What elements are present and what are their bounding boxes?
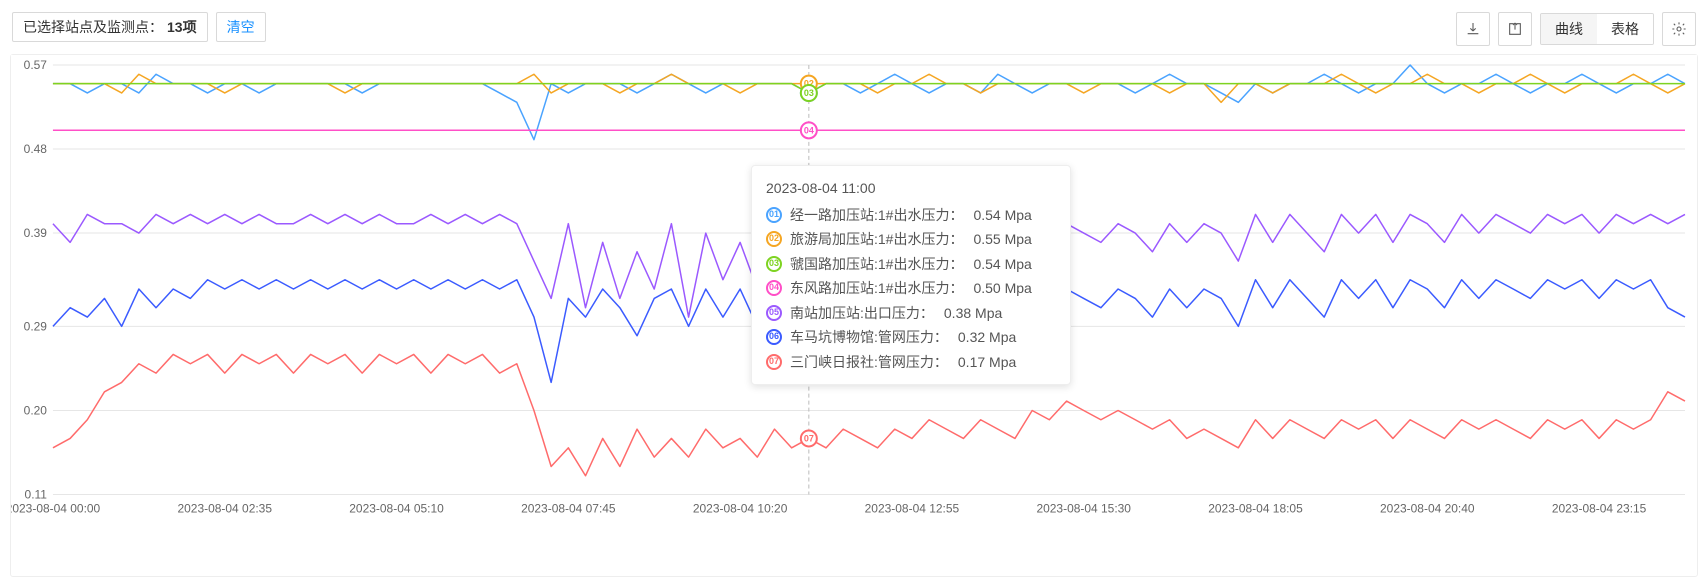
settings-button[interactable] [1662, 12, 1696, 46]
svg-text:0.48: 0.48 [24, 142, 48, 156]
tooltip-series-marker: 02 [766, 231, 782, 247]
download-button[interactable] [1456, 12, 1490, 46]
topbar-right: 曲线 表格 [1456, 12, 1696, 46]
svg-text:04: 04 [804, 125, 814, 135]
tooltip-series-name: 东风路加压站:1#出水压力： [790, 276, 963, 301]
tooltip-series-value: 0.17 Mpa [958, 350, 1016, 375]
svg-text:2023-08-04 15:30: 2023-08-04 15:30 [1036, 501, 1131, 515]
tooltip-series-name: 南站加压站:出口压力： [790, 301, 934, 326]
tooltip-row: 04 东风路加压站:1#出水压力： 0.50 Mpa [766, 276, 1056, 301]
tooltip-timestamp: 2023-08-04 11:00 [766, 176, 1056, 201]
tooltip-series-name: 三门峡日报社:管网压力： [790, 350, 948, 375]
selected-count: 13项 [167, 17, 197, 37]
tooltip-row: 02 旅游局加压站:1#出水压力： 0.55 Mpa [766, 227, 1056, 252]
svg-text:0.11: 0.11 [25, 487, 48, 501]
tooltip-series-marker: 01 [766, 207, 782, 223]
svg-text:2023-08-04 20:40: 2023-08-04 20:40 [1380, 501, 1475, 515]
tooltip-series-value: 0.54 Mpa [973, 203, 1031, 228]
tooltip-series-marker: 05 [766, 305, 782, 321]
tooltip-row: 07 三门峡日报社:管网压力： 0.17 Mpa [766, 350, 1056, 375]
svg-text:2023-08-04 18:05: 2023-08-04 18:05 [1208, 501, 1303, 515]
svg-text:07: 07 [804, 433, 814, 443]
tooltip-series-marker: 04 [766, 280, 782, 296]
gear-icon [1671, 21, 1687, 37]
svg-text:03: 03 [804, 88, 814, 98]
tooltip-row: 06 车马坑博物馆:管网压力： 0.32 Mpa [766, 325, 1056, 350]
tooltip-row: 03 虢国路加压站:1#出水压力： 0.54 Mpa [766, 252, 1056, 277]
tooltip-series-value: 0.50 Mpa [973, 276, 1031, 301]
svg-text:0.29: 0.29 [24, 319, 48, 333]
view-toggle: 曲线 表格 [1540, 13, 1654, 45]
svg-text:2023-08-04 23:15: 2023-08-04 23:15 [1552, 501, 1647, 515]
svg-text:2023-08-04 02:35: 2023-08-04 02:35 [177, 501, 272, 515]
tooltip-series-value: 0.54 Mpa [973, 252, 1031, 277]
tooltip-row: 05 南站加压站:出口压力： 0.38 Mpa [766, 301, 1056, 326]
tooltip-series-value: 0.55 Mpa [973, 227, 1031, 252]
selected-stations-chip[interactable]: 已选择站点及监测点： 13项 [12, 12, 208, 42]
clear-button[interactable]: 清空 [216, 12, 266, 42]
svg-text:0.57: 0.57 [24, 58, 48, 72]
tooltip-series-marker: 06 [766, 329, 782, 345]
view-toggle-curve[interactable]: 曲线 [1541, 14, 1597, 44]
tooltip-series-name: 经一路加压站:1#出水压力： [790, 203, 963, 228]
tooltip-series-value: 0.38 Mpa [944, 301, 1002, 326]
tooltip-series-value: 0.32 Mpa [958, 325, 1016, 350]
selected-label: 已选择站点及监测点： [23, 17, 163, 37]
download-icon [1465, 21, 1481, 37]
chart-card: 0.11 0.20 0.29 0.39 0.48 0.57 2023-08-04 00:00… [10, 54, 1698, 577]
tooltip-series-marker: 03 [766, 256, 782, 272]
tooltip-series-name: 虢国路加压站:1#出水压力： [790, 252, 963, 277]
topbar: 已选择站点及监测点： 13项 清空 曲线 表格 [0, 0, 1708, 54]
view-toggle-table[interactable]: 表格 [1597, 14, 1653, 44]
svg-text:2023-08-04 12:55: 2023-08-04 12:55 [865, 501, 960, 515]
export-button[interactable] [1498, 12, 1532, 46]
svg-text:2023-08-04 05:10: 2023-08-04 05:10 [349, 501, 444, 515]
topbar-left: 已选择站点及监测点： 13项 清空 [12, 12, 266, 42]
chart-tooltip: 2023-08-04 11:00 01 经一路加压站:1#出水压力： 0.54 Mp… [751, 165, 1071, 385]
svg-text:2023-08-04 00:00: 2023-08-04 00:00 [11, 501, 101, 515]
svg-text:0.39: 0.39 [24, 226, 48, 240]
tooltip-series-name: 旅游局加压站:1#出水压力： [790, 227, 963, 252]
svg-text:2023-08-04 10:20: 2023-08-04 10:20 [693, 501, 788, 515]
tooltip-row: 01 经一路加压站:1#出水压力： 0.54 Mpa [766, 203, 1056, 228]
tooltip-series-marker: 07 [766, 354, 782, 370]
svg-text:2023-08-04 07:45: 2023-08-04 07:45 [521, 501, 616, 515]
svg-text:0.20: 0.20 [24, 403, 48, 417]
tooltip-series-name: 车马坑博物馆:管网压力： [790, 325, 948, 350]
export-icon [1507, 21, 1523, 37]
